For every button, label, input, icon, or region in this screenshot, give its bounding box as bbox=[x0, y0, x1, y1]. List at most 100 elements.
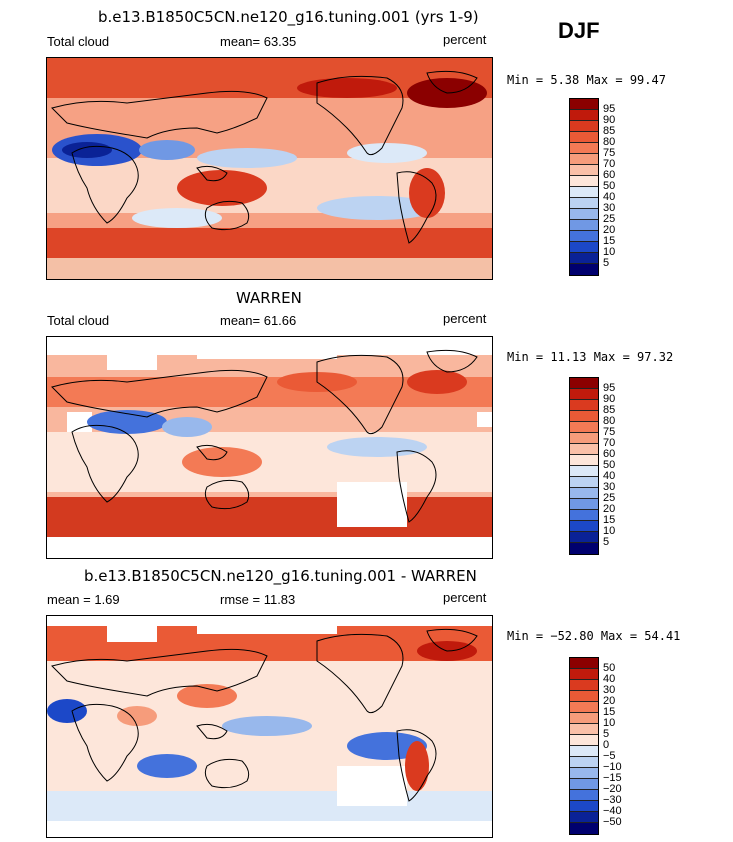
colorbar-swatch bbox=[570, 110, 598, 121]
colorbar-swatch bbox=[570, 801, 598, 812]
units-label: percent bbox=[443, 311, 487, 326]
colorbar-swatch bbox=[570, 187, 598, 198]
colorbar-tick-label: 5 bbox=[603, 728, 610, 740]
colorbar-tick-label: 50 bbox=[603, 180, 616, 192]
colorbar-tick-label: 95 bbox=[603, 103, 616, 115]
colorbar-tick-label: −50 bbox=[603, 816, 622, 828]
colorbar-swatch bbox=[570, 231, 598, 242]
colorbar-swatch bbox=[570, 176, 598, 187]
colorbar-tick-label: 10 bbox=[603, 717, 616, 729]
colorbar-swatch bbox=[570, 543, 598, 554]
colorbar-swatch bbox=[570, 702, 598, 713]
colorbar-tick-label: 25 bbox=[603, 213, 616, 225]
colorbar-tick-label: −5 bbox=[603, 750, 616, 762]
colorbar-tick-label: 50 bbox=[603, 459, 616, 471]
colorbar-swatch bbox=[570, 242, 598, 253]
colorbar-swatch bbox=[570, 444, 598, 455]
colorbar-swatch bbox=[570, 779, 598, 790]
colorbar-swatch bbox=[570, 400, 598, 411]
colorbar-swatch bbox=[570, 691, 598, 702]
colorbar-tick-label: 85 bbox=[603, 125, 616, 137]
colorbar-tick-label: 80 bbox=[603, 136, 616, 148]
colorbar-swatch bbox=[570, 411, 598, 422]
colorbar-tick-label: 40 bbox=[603, 673, 616, 685]
colorbar-tick-label: −30 bbox=[603, 794, 622, 806]
colorbar-tick-label: −20 bbox=[603, 783, 622, 795]
map-obs bbox=[46, 336, 493, 559]
colorbar-tick-label: 70 bbox=[603, 158, 616, 170]
colorbar-swatch bbox=[570, 422, 598, 433]
colorbar-tick-label: 40 bbox=[603, 191, 616, 203]
colorbar-swatch bbox=[570, 713, 598, 724]
colorbar-tick-label: 95 bbox=[603, 382, 616, 394]
colorbar-swatch bbox=[570, 477, 598, 488]
colorbar-swatch bbox=[570, 143, 598, 154]
map-model bbox=[46, 57, 493, 280]
colorbar-tick-label: 5 bbox=[603, 536, 610, 548]
units-label: percent bbox=[443, 32, 487, 47]
colorbar-tick-label: −15 bbox=[603, 772, 622, 784]
colorbar-swatch bbox=[570, 521, 598, 532]
colorbar-swatch bbox=[570, 99, 598, 110]
colorbar-tick-label: 90 bbox=[603, 114, 616, 126]
colorbar-tick-label: −40 bbox=[603, 805, 622, 817]
colorbar-swatch bbox=[570, 790, 598, 801]
colorbar-swatch bbox=[570, 757, 598, 768]
min-max-label: Min = −52.80 Max = 54.41 bbox=[507, 629, 681, 643]
colorbar-tick-label: 80 bbox=[603, 415, 616, 427]
colorbar-tick-label: 70 bbox=[603, 437, 616, 449]
colorbar-tick-label: 60 bbox=[603, 169, 616, 181]
colorbar-tick-label: 30 bbox=[603, 684, 616, 696]
panel-title: WARREN bbox=[236, 289, 302, 307]
panel-title: b.e13.B1850C5CN.ne120_g16.tuning.001 - W… bbox=[84, 567, 477, 585]
colorbar-tick-label: 20 bbox=[603, 503, 616, 515]
colorbar-obs bbox=[569, 377, 599, 555]
colorbar-tick-label: 85 bbox=[603, 404, 616, 416]
colorbar-swatch bbox=[570, 154, 598, 165]
mean-label: mean = 1.69 bbox=[47, 592, 120, 607]
colorbar-tick-label: −10 bbox=[603, 761, 622, 773]
colorbar-swatch bbox=[570, 253, 598, 264]
colorbar-tick-label: 75 bbox=[603, 426, 616, 438]
colorbar-tick-label: 50 bbox=[603, 662, 616, 674]
colorbar-swatch bbox=[570, 220, 598, 231]
colorbar-swatch bbox=[570, 132, 598, 143]
colorbar-tick-label: 15 bbox=[603, 514, 616, 526]
colorbar-swatch bbox=[570, 812, 598, 823]
colorbar-tick-label: 20 bbox=[603, 695, 616, 707]
colorbar-swatch bbox=[570, 466, 598, 477]
colorbar-swatch bbox=[570, 389, 598, 400]
panel-title: b.e13.B1850C5CN.ne120_g16.tuning.001 (yr… bbox=[98, 8, 479, 26]
units-label: percent bbox=[443, 590, 487, 605]
variable-label: Total cloud bbox=[47, 34, 110, 49]
colorbar-tick-label: 30 bbox=[603, 481, 616, 493]
colorbar-model bbox=[569, 98, 599, 276]
colorbar-tick-label: 90 bbox=[603, 393, 616, 405]
colorbar-tick-label: 75 bbox=[603, 147, 616, 159]
colorbar-diff bbox=[569, 657, 599, 835]
colorbar-swatch bbox=[570, 209, 598, 220]
colorbar-swatch bbox=[570, 499, 598, 510]
colorbar-tick-label: 10 bbox=[603, 246, 616, 258]
colorbar-swatch bbox=[570, 433, 598, 444]
colorbar-swatch bbox=[570, 746, 598, 757]
min-max-label: Min = 11.13 Max = 97.32 bbox=[507, 350, 674, 364]
colorbar-swatch bbox=[570, 658, 598, 669]
colorbar-swatch bbox=[570, 121, 598, 132]
colorbar-swatch bbox=[570, 198, 598, 209]
rmse-label: rmse = 11.83 bbox=[220, 592, 296, 607]
colorbar-tick-label: 20 bbox=[603, 224, 616, 236]
colorbar-swatch bbox=[570, 680, 598, 691]
colorbar-swatch bbox=[570, 735, 598, 746]
colorbar-tick-label: 40 bbox=[603, 470, 616, 482]
season-label: DJF bbox=[558, 18, 600, 43]
mean-label: mean= 63.35 bbox=[220, 34, 297, 49]
colorbar-tick-label: 5 bbox=[603, 257, 610, 269]
colorbar-swatch bbox=[570, 488, 598, 499]
colorbar-swatch bbox=[570, 165, 598, 176]
colorbar-tick-label: 25 bbox=[603, 492, 616, 504]
colorbar-swatch bbox=[570, 823, 598, 834]
colorbar-tick-label: 0 bbox=[603, 739, 610, 751]
colorbar-tick-label: 30 bbox=[603, 202, 616, 214]
colorbar-swatch bbox=[570, 768, 598, 779]
